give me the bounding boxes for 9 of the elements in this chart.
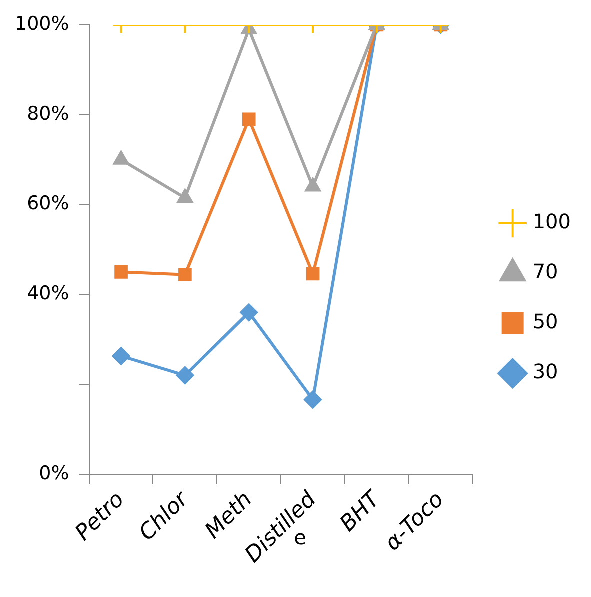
- y-tick-label: 100%: [14, 12, 70, 35]
- y-tick-label: 80%: [27, 102, 70, 125]
- legend-label: 100: [532, 210, 572, 234]
- legend-label: 70: [532, 260, 558, 284]
- y-tick-label: 60%: [27, 192, 70, 215]
- legend-label: 30: [532, 360, 558, 384]
- legend-label: 50: [532, 310, 558, 334]
- y-tick-label: 0%: [39, 462, 70, 484]
- y-tick-label: 40%: [27, 282, 70, 305]
